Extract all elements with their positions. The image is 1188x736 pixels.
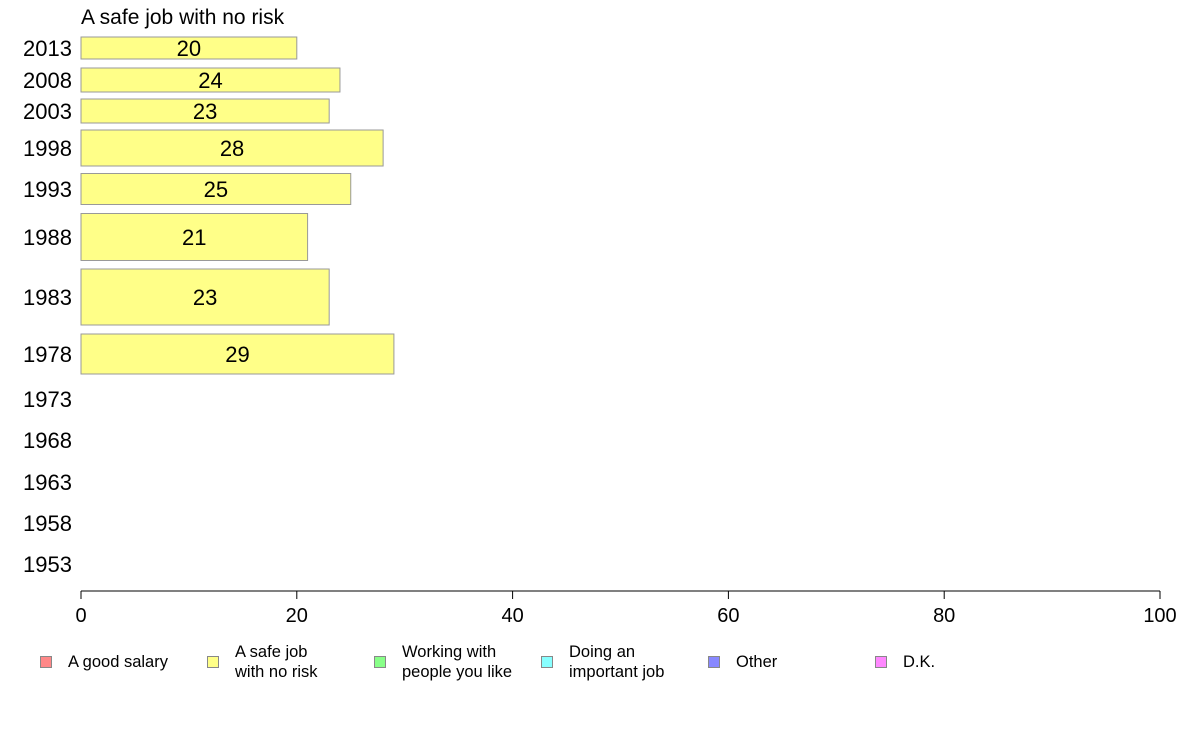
legend-swatch-important-job [541, 656, 553, 668]
legend-label-safe-job: A safe job with no risk [235, 643, 318, 681]
bar-1998 [80, 129, 384, 167]
y-label-1978: 1978 [23, 342, 72, 367]
bar-1988 [80, 213, 309, 261]
legend-label-important-job: Doing an important job [569, 643, 665, 681]
legend-item-other: Other [708, 640, 777, 684]
bar-label-1978: 29 [225, 342, 249, 367]
x-tick-label-0: 0 [75, 605, 86, 627]
legend-item-dk: D.K. [875, 640, 935, 684]
y-label-1968: 1968 [23, 428, 72, 453]
x-tick-label-80: 80 [933, 605, 955, 627]
bar-label-1983: 23 [193, 285, 217, 310]
y-label-2008: 2008 [23, 68, 72, 93]
bar-label-2008: 24 [198, 68, 222, 93]
bar-2003 [80, 98, 330, 124]
x-tick-label-100: 100 [1143, 605, 1176, 627]
bar-label-2013: 20 [177, 36, 201, 61]
bar-label-1993: 25 [204, 177, 228, 202]
legend-label-working-with-people: Working with people you like [402, 643, 513, 681]
bar-label-1988: 21 [182, 225, 206, 250]
y-label-2013: 2013 [23, 36, 72, 61]
y-label-1953: 1953 [23, 552, 72, 577]
y-label-1998: 1998 [23, 136, 72, 161]
legend-swatch-safe-job [207, 656, 219, 668]
x-tick-label-40: 40 [501, 605, 523, 627]
y-label-1958: 1958 [23, 511, 72, 536]
legend-swatch-working-with-people [374, 656, 386, 668]
legend-item-good-salary: A good salary [40, 640, 168, 684]
legend-item-important-job: Doing an important job [541, 640, 664, 684]
bar-2008 [80, 67, 341, 93]
y-label-1993: 1993 [23, 177, 72, 202]
bar-2013 [80, 36, 298, 60]
chart-title: A safe job with no risk [81, 6, 285, 29]
y-label-1988: 1988 [23, 225, 72, 250]
y-label-1983: 1983 [23, 285, 72, 310]
legend-swatch-good-salary [40, 656, 52, 668]
x-tick-label-20: 20 [286, 605, 308, 627]
x-tick-label-60: 60 [717, 605, 739, 627]
bar-label-1998: 28 [220, 136, 244, 161]
legend-item-safe-job: A safe job with no risk [207, 640, 318, 684]
y-label-1963: 1963 [23, 470, 72, 495]
legend-swatch-other [708, 656, 720, 668]
legend-swatch-dk [875, 656, 887, 668]
legend-label-other: Other [736, 653, 778, 671]
y-label-1973: 1973 [23, 387, 72, 412]
legend-label-dk: D.K. [903, 653, 936, 671]
legend-label-good-salary: A good salary [68, 653, 168, 671]
legend-item-working-with-people: Working with people you like [374, 640, 512, 684]
bar-label-2003: 23 [193, 99, 217, 124]
y-label-2003: 2003 [23, 99, 72, 124]
legend: A good salary A safe job with no risk Wo… [0, 640, 1188, 690]
bar-1983 [80, 268, 330, 326]
bar-1993 [80, 173, 352, 205]
bar-1978 [80, 333, 395, 375]
